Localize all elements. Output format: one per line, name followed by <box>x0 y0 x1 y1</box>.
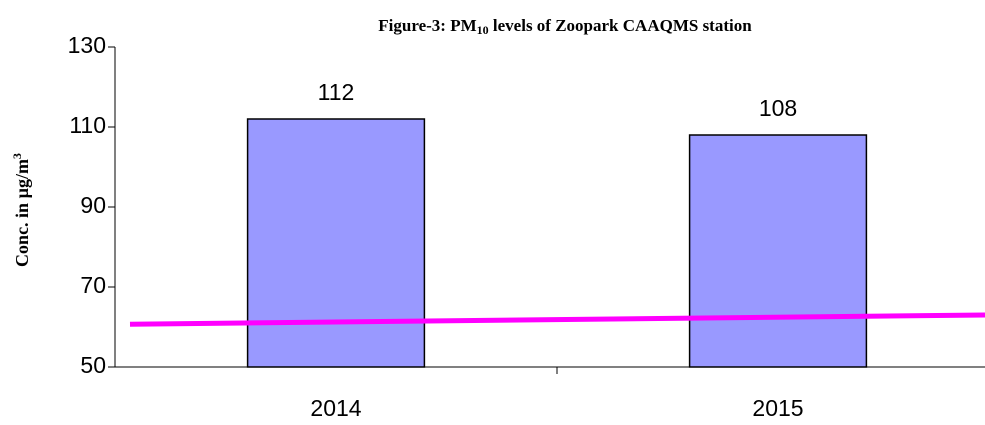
bar <box>688 134 868 368</box>
value-label: 108 <box>759 95 797 121</box>
value-label: 112 <box>318 79 355 105</box>
y-tick-label: 130 <box>68 32 106 58</box>
bar <box>246 118 426 368</box>
title-sub: 10 <box>477 23 489 37</box>
ylabel-part: Conc. in µg/m <box>12 159 32 267</box>
ylabel-sup: 3 <box>10 153 24 159</box>
title-part: Figure-3: PM <box>378 16 476 35</box>
y-axis-label: Conc. in µg/m3 <box>10 153 32 267</box>
y-tick-label: 70 <box>80 272 106 298</box>
title-part: levels of Zoopark CAAQMS station <box>489 16 753 35</box>
y-tick-label: 110 <box>69 112 106 138</box>
chart-title: Figure-3: PM10 levels of Zoopark CAAQMS … <box>378 16 752 37</box>
y-tick-label: 50 <box>80 352 106 378</box>
x-tick-label: 2014 <box>310 395 361 421</box>
x-tick-label: 2015 <box>752 395 803 421</box>
trend-line <box>129 312 985 327</box>
y-tick-label: 90 <box>80 192 106 218</box>
